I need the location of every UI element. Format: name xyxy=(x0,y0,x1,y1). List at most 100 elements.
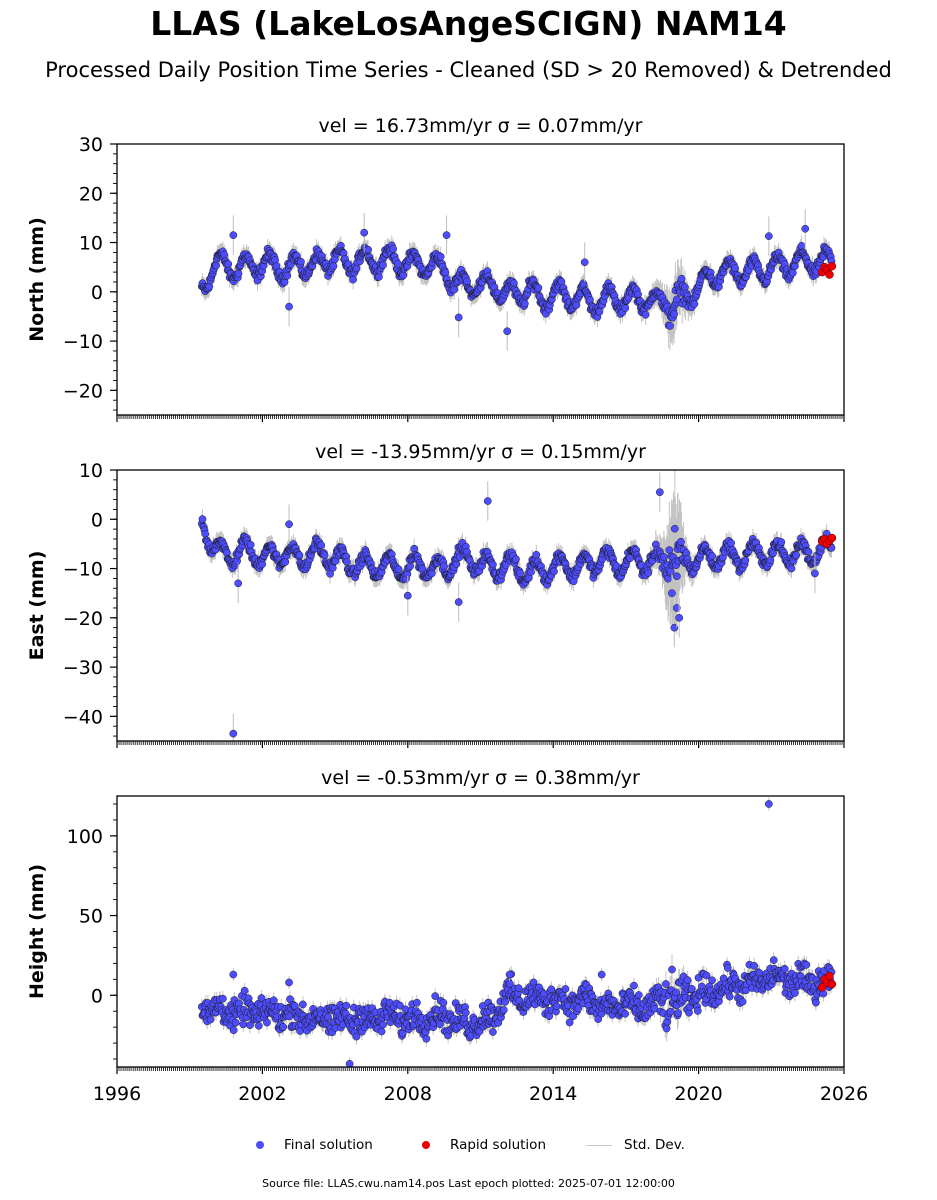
outlier-point xyxy=(668,589,676,598)
data-point xyxy=(206,1015,215,1024)
data-point xyxy=(787,564,796,573)
y-tick-label: 20 xyxy=(79,183,103,205)
data-point xyxy=(220,250,229,259)
data-point xyxy=(320,551,329,560)
data-point xyxy=(662,980,670,988)
legend-std: Std. Dev. xyxy=(586,1137,685,1153)
data-point xyxy=(547,985,556,994)
data-point xyxy=(281,558,290,566)
data-point xyxy=(725,992,734,1001)
y-tick-label: −10 xyxy=(63,331,103,353)
x-tick-label: 2014 xyxy=(529,1083,577,1105)
panel-title: vel = -13.95mm/yr σ = 0.15mm/yr xyxy=(315,441,646,463)
data-point xyxy=(634,991,643,999)
data-point xyxy=(450,285,459,294)
data-point xyxy=(422,1034,431,1043)
data-point xyxy=(286,995,294,1004)
y-tick-label: 0 xyxy=(91,282,103,304)
y-axis-label: East (mm) xyxy=(26,551,48,661)
data-point xyxy=(766,556,775,565)
legend-std-label: Std. Dev. xyxy=(624,1137,685,1153)
data-point xyxy=(406,562,414,571)
outlier-point xyxy=(580,258,589,267)
rapid-solution-points xyxy=(817,261,837,279)
y-tick-label: 30 xyxy=(79,134,103,156)
data-point xyxy=(379,261,387,270)
data-point xyxy=(574,1004,583,1013)
data-point xyxy=(329,262,338,270)
outlier-point xyxy=(234,579,243,588)
data-point xyxy=(283,271,292,280)
data-point xyxy=(595,307,604,316)
data-point xyxy=(674,1009,682,1017)
data-point xyxy=(512,555,520,563)
outlier-point xyxy=(403,591,412,600)
rapid-solution-points xyxy=(817,533,837,549)
data-point xyxy=(690,300,699,308)
data-point xyxy=(677,274,686,283)
y-tick-label: 0 xyxy=(91,985,103,1007)
data-point xyxy=(666,1007,675,1016)
data-point xyxy=(804,547,813,556)
data-point xyxy=(565,1018,574,1027)
data-point xyxy=(802,960,811,969)
outlier-point xyxy=(597,970,606,979)
outlier-point xyxy=(360,228,369,237)
data-point xyxy=(660,553,668,561)
x-tick-label: 2002 xyxy=(238,1083,286,1105)
data-point xyxy=(630,981,638,990)
data-point xyxy=(254,1021,263,1030)
data-point xyxy=(791,989,799,997)
data-point xyxy=(342,1001,351,1010)
rapid-point xyxy=(825,270,834,279)
outlier-point xyxy=(229,729,238,738)
data-point xyxy=(269,996,278,1005)
legend-final-label: Final solution xyxy=(284,1137,373,1153)
y-axis-label: North (mm) xyxy=(26,217,48,342)
data-point xyxy=(389,245,398,253)
outlier-point xyxy=(285,302,293,311)
data-point xyxy=(750,961,758,970)
outlier-point xyxy=(285,978,293,987)
y-tick-label: −40 xyxy=(63,706,103,728)
legend: Final solution Rapid solution Std. Dev. xyxy=(0,1137,937,1159)
x-tick-label: 2008 xyxy=(384,1083,432,1105)
rapid-point xyxy=(827,979,837,989)
outlier-point xyxy=(442,231,451,240)
data-point xyxy=(516,569,524,577)
data-point xyxy=(670,524,679,533)
data-point xyxy=(328,564,337,572)
data-point xyxy=(731,264,739,272)
final-solution-points xyxy=(197,209,836,351)
data-point xyxy=(246,540,255,549)
y-tick-label: −10 xyxy=(63,559,103,581)
data-point xyxy=(198,515,207,523)
data-point xyxy=(501,998,509,1006)
data-point xyxy=(708,976,716,985)
data-point xyxy=(520,299,529,308)
data-point xyxy=(240,986,249,995)
data-point xyxy=(379,1020,387,1029)
data-point xyxy=(224,260,233,268)
data-point xyxy=(317,541,326,550)
data-point xyxy=(727,539,735,547)
data-point xyxy=(677,537,685,546)
plot-area-2 xyxy=(197,797,837,1067)
outlier-point xyxy=(505,970,514,979)
data-point xyxy=(352,1032,361,1041)
panel-2: 0 50 100 1996 2002 2008 2014 2020 2026 vel = -0.5… xyxy=(26,767,868,1105)
outlier-point xyxy=(345,1059,354,1067)
data-point xyxy=(279,1023,288,1031)
data-point xyxy=(349,275,357,284)
std-dev-line-marker xyxy=(586,1144,612,1146)
outlier-point xyxy=(675,613,684,622)
outlier-point xyxy=(672,604,681,612)
data-point xyxy=(299,1000,307,1009)
data-point xyxy=(812,998,820,1007)
data-point xyxy=(780,964,789,973)
data-point xyxy=(527,568,535,576)
data-point xyxy=(489,1028,497,1036)
x-minor-ticks xyxy=(116,1067,845,1071)
data-point xyxy=(621,1009,630,1018)
data-point xyxy=(463,277,471,286)
